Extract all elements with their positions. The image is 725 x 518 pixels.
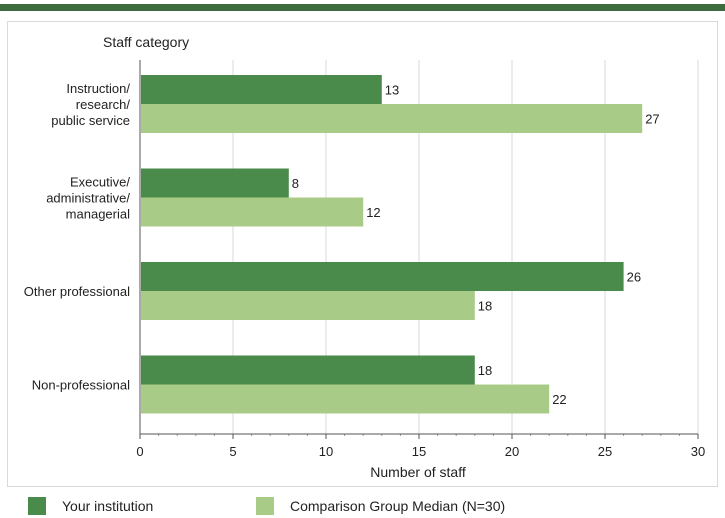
bar-value-label: 27	[645, 112, 659, 127]
data-labels: 13 27 8 12 26 18 18 22	[292, 83, 660, 408]
x-tick-label: 5	[229, 444, 236, 459]
bars	[141, 75, 643, 414]
x-tick-label: 10	[319, 444, 333, 459]
bar-value-label: 8	[292, 176, 299, 191]
bar-value-label: 12	[366, 205, 380, 220]
x-axis: 0 5 10 15 20 25 30	[136, 60, 705, 459]
x-tick-label: 15	[412, 444, 426, 459]
category-label: Instruction/	[66, 81, 130, 96]
legend-item-comparison-median: Comparison Group Median (N=30)	[256, 494, 505, 518]
bar-your-institution	[141, 75, 382, 104]
category-label: research/	[76, 97, 131, 112]
bar-value-label: 22	[552, 392, 566, 407]
bar-your-institution	[141, 262, 624, 291]
bar-comparison-median	[141, 384, 550, 414]
category-label: managerial	[66, 207, 130, 222]
category-label: Executive/	[70, 175, 130, 190]
legend-swatch-your-institution	[28, 497, 46, 515]
bar-value-label: 13	[385, 83, 399, 98]
bar-comparison-median	[141, 197, 364, 227]
legend-label-comparison-median: Comparison Group Median (N=30)	[290, 498, 506, 514]
x-tick-label: 0	[136, 444, 143, 459]
bar-value-label: 26	[627, 270, 641, 285]
legend-swatch-comparison-median	[256, 497, 274, 515]
bar-comparison-median	[141, 104, 643, 133]
bar-value-label: 18	[478, 363, 492, 378]
legend-label-your-institution: Your institution	[62, 498, 154, 514]
y-axis-title: Staff category	[103, 34, 189, 50]
category-label: Other professional	[24, 284, 130, 299]
legend-item-your-institution: Your institution	[28, 494, 153, 518]
category-label: administrative/	[46, 191, 130, 206]
x-tick-label: 25	[598, 444, 612, 459]
x-axis-title: Number of staff	[370, 464, 466, 480]
category-label: public service	[51, 113, 130, 128]
bar-your-institution	[141, 168, 289, 198]
category-label: Non-professional	[32, 378, 130, 393]
bar-your-institution	[141, 355, 475, 385]
legend: Your institution Comparison Group Median…	[0, 494, 725, 518]
bar-comparison-median	[141, 291, 475, 320]
category-labels: Instruction/research/public service Execu…	[24, 81, 131, 393]
x-tick-label: 20	[505, 444, 519, 459]
bar-chart: Staff category 13 27 8 12 26 18 18 22 Instructi…	[24, 34, 705, 480]
header-rule	[0, 4, 725, 11]
bar-value-label: 18	[478, 299, 492, 314]
x-tick-label: 30	[691, 444, 705, 459]
